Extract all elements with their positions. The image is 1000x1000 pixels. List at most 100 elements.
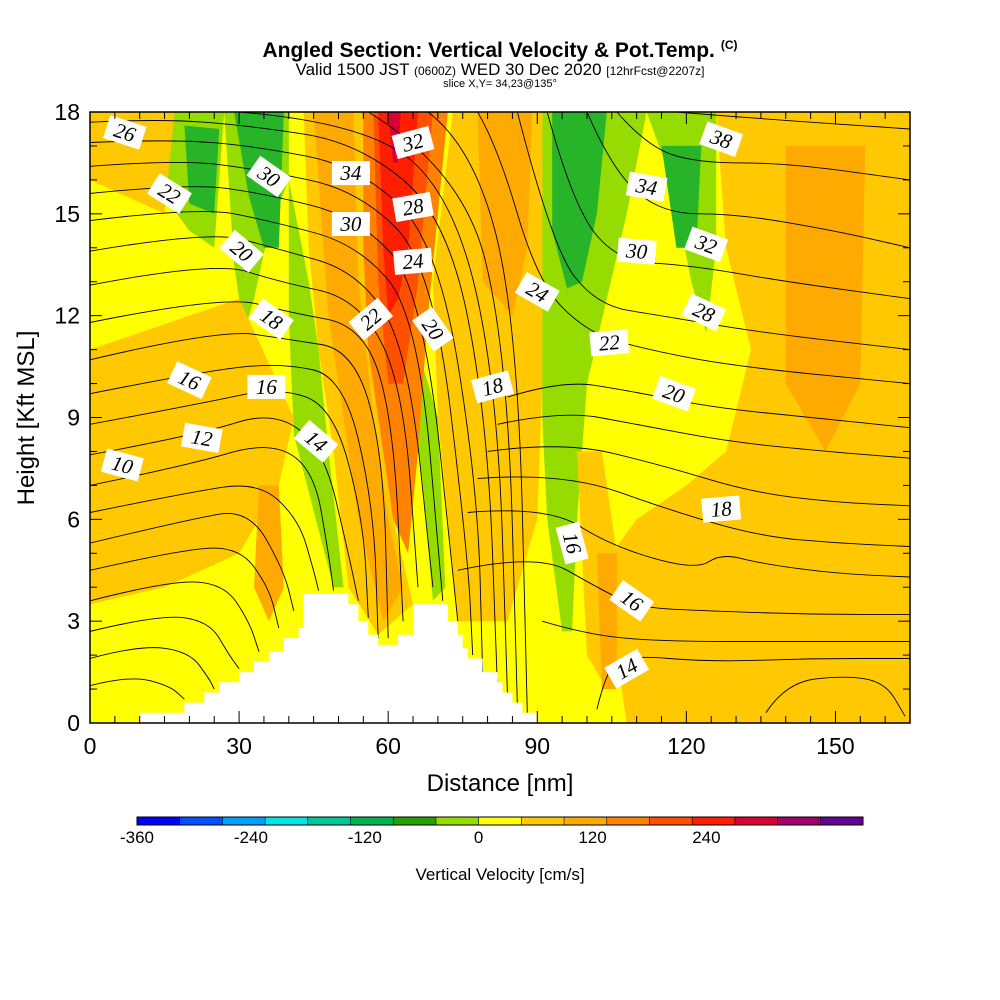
theta-contour-37 bbox=[765, 676, 906, 717]
colorbar-swatch-5 bbox=[350, 817, 394, 825]
colorbar-swatch-4 bbox=[307, 817, 352, 825]
x-tick-label: 150 bbox=[816, 733, 854, 759]
y-tick-label: 0 bbox=[67, 710, 80, 736]
vv-band-16 bbox=[254, 485, 284, 622]
vv-band-10 bbox=[90, 298, 294, 605]
theta-contour-1 bbox=[90, 485, 320, 591]
colorbar-swatch-6 bbox=[393, 817, 437, 825]
theta-contour-17 bbox=[90, 161, 474, 656]
svg-text:30: 30 bbox=[339, 212, 362, 236]
colorbar-tick-label: -120 bbox=[348, 828, 382, 847]
theta-contour-26 bbox=[586, 112, 910, 249]
colorbar-tick-label: 0 bbox=[474, 828, 483, 847]
svg-text:24: 24 bbox=[401, 248, 425, 274]
theta-contour-15 bbox=[90, 211, 444, 601]
colorbar-swatch-15 bbox=[777, 817, 821, 825]
chart-title: Angled Section: Vertical Velocity & Pot.… bbox=[262, 38, 738, 62]
theta-contour-27 bbox=[616, 112, 910, 181]
vv-band-1 bbox=[224, 112, 344, 588]
svg-text:30: 30 bbox=[624, 238, 649, 264]
theta-contour-24 bbox=[516, 112, 910, 351]
theta-contour-32 bbox=[477, 476, 910, 547]
vv-band-7 bbox=[552, 112, 607, 289]
theta-contour-20 bbox=[239, 112, 508, 696]
svg-text:22: 22 bbox=[598, 330, 622, 356]
colorbar-swatch-1 bbox=[179, 817, 223, 825]
theta-contour-10 bbox=[90, 365, 379, 639]
svg-text:34: 34 bbox=[633, 173, 659, 201]
theta-label-14: 16 bbox=[247, 374, 286, 399]
theta-contour-22 bbox=[427, 112, 528, 713]
vv-band-5 bbox=[184, 125, 220, 214]
theta-contour-4 bbox=[90, 581, 260, 652]
x-tick-label: 60 bbox=[375, 733, 401, 759]
theta-contour-5 bbox=[90, 616, 240, 669]
svg-text:34: 34 bbox=[339, 161, 362, 185]
svg-text:12: 12 bbox=[189, 424, 214, 451]
vv-band-8 bbox=[661, 145, 702, 248]
x-tick-label: 30 bbox=[226, 733, 252, 759]
theta-contour-31 bbox=[487, 446, 910, 507]
svg-text:18: 18 bbox=[710, 496, 734, 522]
svg-text:16: 16 bbox=[256, 375, 278, 399]
colorbar-tick-label: 120 bbox=[578, 828, 606, 847]
colorbar-swatch-14 bbox=[734, 817, 779, 825]
theta-contour-13 bbox=[90, 268, 419, 588]
vv-band-19 bbox=[313, 112, 404, 622]
chart-subtitle: Valid 1500 JST (0600Z) WED 30 Dec 2020 [… bbox=[295, 60, 705, 79]
theta-contour-6 bbox=[90, 647, 215, 690]
theta-contour-23 bbox=[477, 112, 910, 385]
theta-label-15: 18 bbox=[471, 370, 514, 404]
terrain bbox=[90, 594, 910, 723]
y-tick-label: 9 bbox=[67, 405, 80, 431]
x-tick-label: 0 bbox=[84, 733, 97, 759]
vv-band-15 bbox=[477, 112, 533, 316]
colorbar-swatch-2 bbox=[222, 817, 266, 825]
theta-contour-9 bbox=[90, 391, 369, 618]
theta-contour-14 bbox=[90, 236, 434, 588]
y-tick-label: 6 bbox=[67, 506, 80, 532]
theta-contour-7 bbox=[90, 678, 185, 700]
colorbar-tick-label: 240 bbox=[692, 828, 720, 847]
slice-info: slice X,Y= 34,23@135° bbox=[443, 78, 557, 90]
theta-contour-2 bbox=[90, 513, 295, 612]
colorbar-tick-label: -240 bbox=[234, 828, 268, 847]
theta-label-5: 28 bbox=[392, 191, 434, 223]
theta-contour-3 bbox=[90, 547, 280, 629]
x-tick-label: 120 bbox=[667, 733, 705, 759]
theta-contour-12 bbox=[90, 301, 404, 622]
theta-label-4: 32 bbox=[391, 125, 435, 160]
theta-contour-35 bbox=[542, 620, 910, 642]
colorbar-swatch-0 bbox=[137, 817, 181, 825]
colorbar-label: Vertical Velocity [cm/s] bbox=[415, 865, 584, 884]
x-axis-label: Distance [nm] bbox=[427, 770, 574, 797]
theta-contour-28 bbox=[676, 112, 910, 130]
theta-label-7: 24 bbox=[393, 247, 433, 276]
colorbar-tick-label: -360 bbox=[120, 828, 154, 847]
theta-label-6: 30 bbox=[331, 212, 370, 236]
theta-label-27: 16 bbox=[555, 521, 589, 565]
colorbar-swatch-13 bbox=[692, 817, 736, 825]
colorbar-swatch-3 bbox=[265, 817, 309, 825]
colorbar-swatch-10 bbox=[564, 817, 608, 825]
y-axis-label: Height [Kft MSL] bbox=[13, 331, 40, 506]
colorbar-swatch-8 bbox=[478, 817, 522, 825]
colorbar-swatch-16 bbox=[820, 817, 864, 825]
theta-contour-30 bbox=[497, 414, 910, 459]
colorbar-swatch-7 bbox=[435, 817, 480, 825]
x-tick-label: 90 bbox=[524, 733, 550, 759]
theta-label-17: 12 bbox=[181, 422, 223, 454]
theta-contour-18 bbox=[90, 140, 484, 673]
theta-label-24: 22 bbox=[589, 329, 630, 357]
colorbar-frame bbox=[136, 816, 864, 826]
theta-label-20: 34 bbox=[625, 171, 668, 202]
colorbar-swatch-9 bbox=[521, 817, 565, 825]
y-tick-label: 15 bbox=[54, 201, 80, 227]
theta-contour-21 bbox=[368, 112, 518, 707]
theta-label-3: 34 bbox=[331, 161, 370, 186]
theta-contour-11 bbox=[90, 333, 389, 639]
y-tick-label: 18 bbox=[54, 99, 80, 125]
y-tick-label: 12 bbox=[54, 303, 80, 329]
theta-label-19: 30 bbox=[616, 237, 657, 265]
